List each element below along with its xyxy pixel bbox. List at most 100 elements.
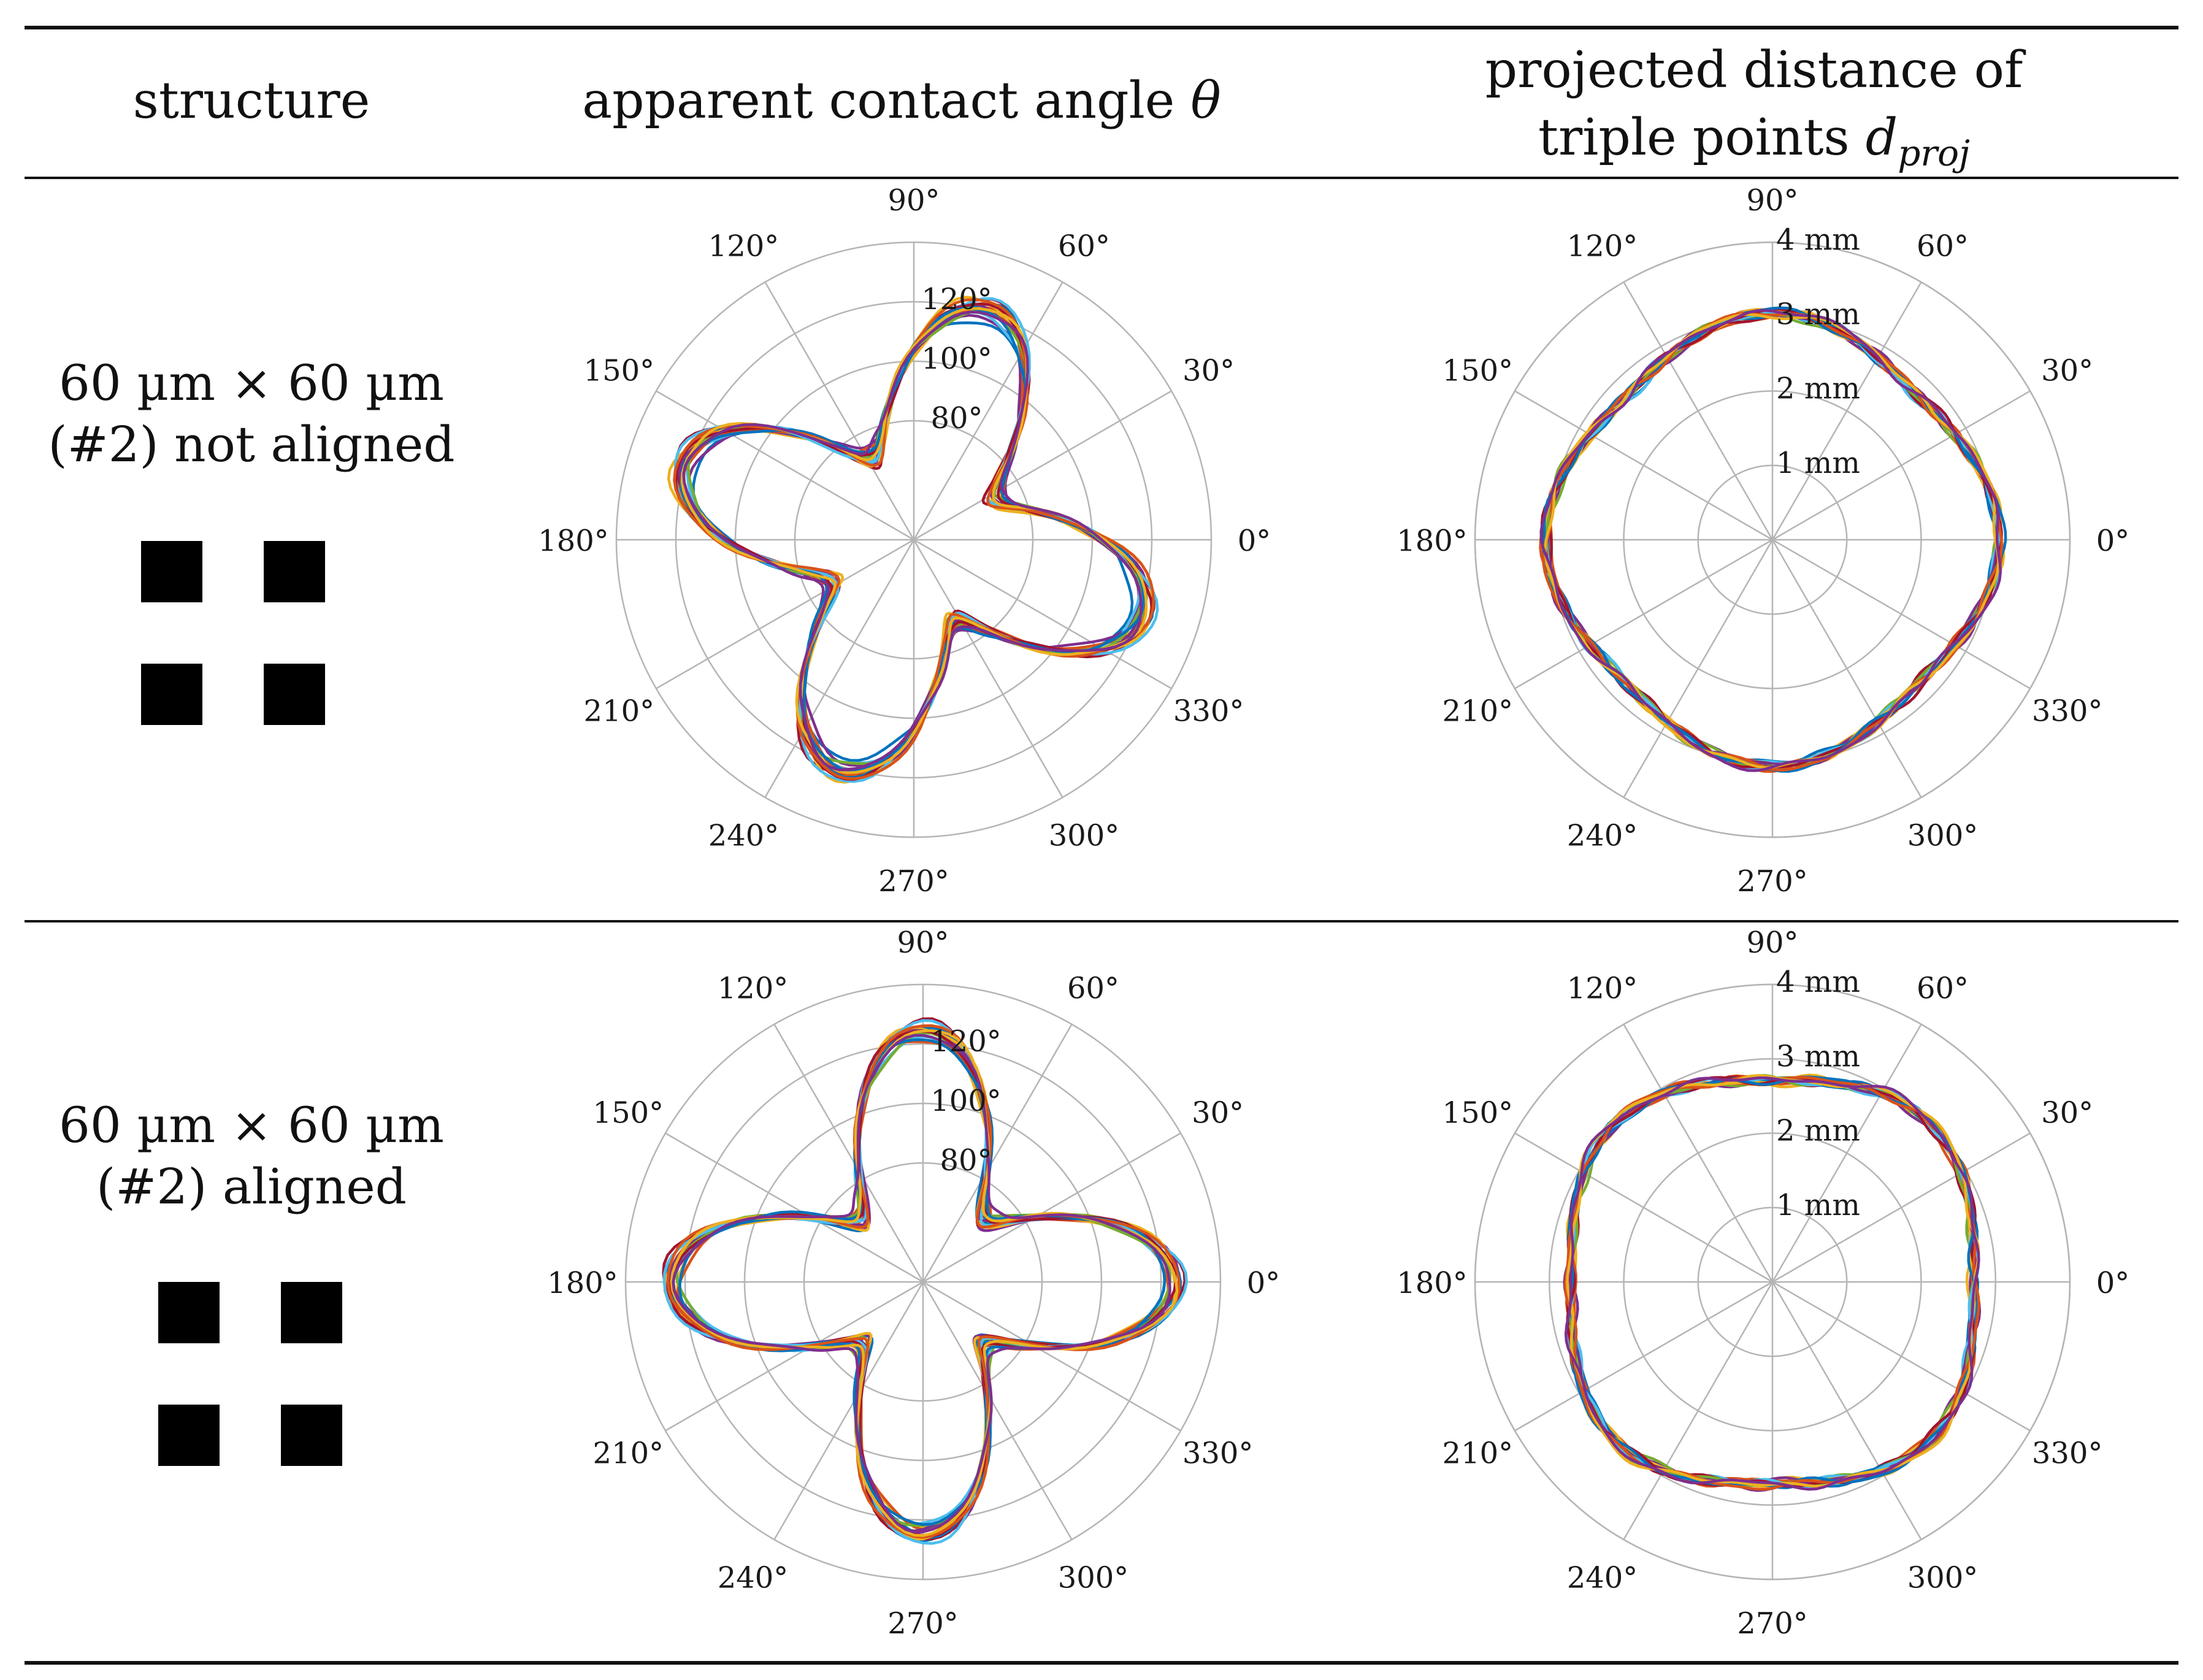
- row2-angle-polar-chart-spoke-120: [773, 1024, 924, 1283]
- row2-distance-polar-chart-spoke-210: [1514, 1281, 1773, 1432]
- row2-label-line1: 60 µm × 60 µm: [58, 1097, 445, 1154]
- row1-distance-polar-chart-radial-tick-1: 2 mm: [1776, 372, 1860, 406]
- row2-angle-polar-chart-angle-tick-150: 150°: [593, 1096, 664, 1130]
- row1-angle-polar-chart-angle-tick-180: 180°: [538, 524, 609, 558]
- row1-angle-polar-chart-spoke-150: [656, 390, 914, 541]
- row1-pillar-top-left: [141, 541, 202, 602]
- row1-angle-polar-chart-angle-tick-210: 210°: [584, 694, 655, 729]
- row2-distance-polar-chart-radial-tick-3: 4 mm: [1776, 965, 1860, 999]
- row1-pillar-top-right: [264, 541, 325, 602]
- row2-distance-polar-chart-angle-tick-210: 210°: [1442, 1436, 1514, 1471]
- row2-distance-polar-chart-angle-tick-120: 120°: [1567, 971, 1638, 1005]
- row2-distance-polar-chart-series-18: [1564, 1076, 1980, 1491]
- row1-distance-polar-chart-angle-tick-240: 240°: [1567, 819, 1638, 853]
- row1-angle-polar-chart-angle-tick-240: 240°: [708, 819, 780, 853]
- row2-angle-polar-chart-spoke-240: [773, 1281, 924, 1540]
- row2-angle-polar-chart-angle-tick-210: 210°: [593, 1436, 664, 1471]
- header-projected-text: triple points: [1538, 109, 1850, 167]
- row1-angle-polar-chart-spoke-240: [764, 539, 915, 798]
- row1-distance-polar-chart-angle-tick-0: 0°: [2096, 524, 2130, 558]
- row1-angle-polar-chart-angle-tick-270: 270°: [878, 864, 949, 899]
- row2-distance-polar-chart-spoke-120: [1623, 1024, 1774, 1283]
- row1-distance-polar-chart-spoke-120: [1623, 282, 1774, 540]
- row1-distance-polar-chart-angle-tick-150: 150°: [1442, 354, 1514, 388]
- row1-distance-polar-chart-angle-tick-210: 210°: [1442, 694, 1514, 729]
- row1-angle-polar-chart-angle-tick-330: 330°: [1173, 694, 1244, 729]
- row1-distance-polar-chart-spoke-240: [1623, 539, 1774, 798]
- row1-angle-polar-chart-radial-tick-2: 120°: [921, 282, 992, 316]
- row2-angle-polar-chart-spoke-60: [922, 1024, 1073, 1283]
- row2-distance-polar-chart-angle-tick-0: 0°: [2096, 1266, 2130, 1300]
- d-symbol: d: [1865, 109, 1898, 167]
- row1-angle-polar-chart-angle-tick-30: 30°: [1182, 354, 1235, 388]
- row2-angle-polar-chart-spoke-330: [922, 1281, 1181, 1432]
- row1-angle-polar-chart-spoke-330: [913, 539, 1172, 689]
- row2-distance-polar-chart-angle-tick-270: 270°: [1737, 1606, 1808, 1641]
- row2-distance-polar-chart-angle-tick-30: 30°: [2041, 1096, 2093, 1130]
- row1-angle-polar-chart-spoke-120: [764, 282, 915, 540]
- row2-distance-polar-chart-angle-tick-60: 60°: [1917, 971, 1969, 1005]
- row1-label-line2: (#2) not aligned: [48, 416, 455, 473]
- row1-pillar-bottom-left: [141, 664, 202, 725]
- header-contact-angle-text: apparent contact angle: [582, 72, 1175, 130]
- row1-distance-polar-chart-spoke-150: [1514, 390, 1773, 541]
- row2-angle-polar-chart-spoke-30: [922, 1132, 1181, 1283]
- header-contact-angle: apparent contact angle θ: [515, 67, 1288, 135]
- row2-distance-polar-chart-radial-tick-0: 1 mm: [1776, 1188, 1860, 1222]
- row2-angle-polar-chart-angle-tick-330: 330°: [1182, 1436, 1254, 1471]
- row1-angle-polar-chart-spoke-60: [913, 282, 1063, 540]
- row2-pillar-bottom-left: [158, 1405, 220, 1466]
- row2-structure-label: 60 µm × 60 µm (#2) aligned: [25, 1095, 478, 1218]
- row2-angle-polar-chart-angle-tick-30: 30°: [1192, 1096, 1244, 1130]
- row1-distance-polar-chart-angle-tick-90: 90°: [1746, 183, 1798, 218]
- row2-angle-polar-chart-angle-tick-60: 60°: [1067, 971, 1119, 1005]
- row1-distance-polar-chart-radial-tick-3: 4 mm: [1776, 223, 1860, 257]
- header-projected-distance: projected distance of triple points dpro…: [1349, 37, 2159, 186]
- row2-angle-polar-chart-series-group: [662, 1017, 1189, 1545]
- row1-distance-polar-chart-series-18: [1539, 309, 2002, 772]
- row1-label-line1: 60 µm × 60 µm: [58, 355, 445, 412]
- row1-pillar-bottom-right: [264, 664, 325, 725]
- row1-structure-label: 60 µm × 60 µm (#2) not aligned: [25, 353, 478, 475]
- row2-angle-polar-chart-angle-tick-180: 180°: [547, 1266, 618, 1300]
- row1-angle-polar-chart-radial-tick-0: 80°: [930, 401, 983, 435]
- row2-angle-polar-chart-angle-tick-120: 120°: [718, 971, 789, 1005]
- row2-distance-polar-chart-spoke-300: [1771, 1281, 1922, 1540]
- row1-angle-polar-chart-angle-tick-150: 150°: [584, 354, 655, 388]
- row2-distance-polar-chart-angle-tick-150: 150°: [1442, 1096, 1514, 1130]
- row1-angle-polar-chart-series-18: [682, 310, 1143, 772]
- theta-symbol: θ: [1190, 72, 1221, 130]
- row1-distance-polar-chart-angle-tick-60: 60°: [1917, 229, 1969, 263]
- row1-angle-polar-chart-series-group: [667, 296, 1159, 784]
- row2-angle-polar-chart-angle-tick-90: 90°: [897, 926, 949, 960]
- row2-angle-polar-chart-radial-tick-0: 80°: [940, 1143, 992, 1178]
- row2-distance-polar-chart-spoke-60: [1771, 1024, 1922, 1283]
- row2-distance-polar-chart-angle-tick-300: 300°: [1907, 1561, 1979, 1595]
- row2-label-line2: (#2) aligned: [96, 1158, 407, 1215]
- row2-distance-polar-chart-spoke-330: [1772, 1281, 2031, 1432]
- row2-angle-polar-chart-spoke-150: [665, 1132, 924, 1283]
- row2-pillar-top-left: [158, 1282, 220, 1343]
- row2-angle-polar-chart-spoke-210: [665, 1281, 924, 1432]
- row1-distance-polar-chart-spoke-60: [1771, 282, 1922, 540]
- row2-angle-polar-chart-angle-tick-300: 300°: [1058, 1561, 1129, 1595]
- row-divider-rule: [25, 920, 2178, 922]
- row1-angle-polar-chart-angle-tick-0: 0°: [1238, 524, 1271, 558]
- row1-distance-polar-chart-angle-tick-300: 300°: [1907, 819, 1979, 853]
- row1-distance-polar-chart-spoke-330: [1772, 539, 2031, 689]
- header-structure: structure: [132, 72, 370, 130]
- row2-angle-polar-chart-angle-tick-270: 270°: [887, 1606, 959, 1641]
- row1-distance-polar-chart-angle-tick-120: 120°: [1567, 229, 1638, 263]
- row1-angle-polar-chart-radial-tick-1: 100°: [921, 342, 992, 376]
- row1-angle-polar-chart-spoke-300: [913, 539, 1063, 798]
- row2-angle-polar-chart-spoke-300: [922, 1281, 1073, 1540]
- row2-distance-polar-chart-series-17: [1566, 1074, 1980, 1488]
- row2-distance-polar-chart-spoke-30: [1772, 1132, 2031, 1283]
- row2-distance-polar-chart-spoke-240: [1623, 1281, 1774, 1540]
- proj-subscript: proj: [1898, 132, 1970, 174]
- row1-distance-polar-chart-radial-tick-0: 1 mm: [1776, 446, 1860, 480]
- row1-angle-polar-chart-angle-tick-90: 90°: [887, 183, 940, 218]
